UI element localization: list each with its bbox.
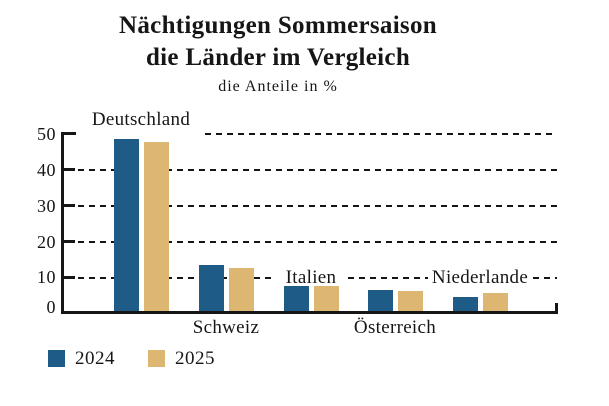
category-label-italien: Italien	[285, 267, 337, 288]
bar-italien-2025	[313, 286, 339, 311]
y-axis-tick-30	[61, 204, 75, 207]
gridline-10-seg1	[78, 277, 272, 279]
category-label-deutschland: Deutschland	[91, 109, 191, 130]
legend-item-2025: 2025	[148, 348, 238, 370]
bar-osterreich-2025	[397, 291, 423, 311]
gridline-20	[78, 241, 557, 243]
legend-item-2024: 2024	[48, 348, 138, 370]
y-tick-label-50: 50	[37, 124, 56, 144]
y-axis-tick-50	[61, 132, 76, 135]
y-tick-label-20: 20	[37, 232, 56, 252]
bar-deutschland-2025	[143, 142, 169, 311]
legend-swatch-2024	[48, 350, 65, 367]
chart-subtitle: die Anteile in %	[218, 78, 338, 95]
gridline-40	[78, 169, 557, 171]
chart-title-line1: Nächtigungen Sommersaison	[119, 12, 437, 39]
chart-title-line2: die Länder im Vergleich	[145, 44, 411, 71]
bar-schweiz-2025	[228, 268, 254, 311]
category-label-niederlande: Niederlande	[431, 267, 529, 288]
y-axis-tick-10	[61, 276, 75, 279]
gridline-50	[205, 133, 557, 135]
bar-niederlande-2024	[452, 296, 478, 311]
y-tick-label-30: 30	[37, 196, 56, 216]
legend-swatch-2025	[148, 350, 165, 367]
category-label-osterreich: Österreich	[353, 317, 437, 338]
bar-italien-2024	[283, 286, 309, 311]
gridline-10-seg3	[533, 277, 557, 279]
bar-schweiz-2024	[198, 264, 224, 311]
bar-niederlande-2025	[482, 293, 508, 311]
legend-label-2024: 2024	[75, 348, 115, 369]
bar-osterreich-2024	[367, 289, 393, 311]
y-tick-label-10: 10	[37, 267, 56, 287]
y-axis-tick-40	[61, 168, 75, 171]
y-tick-label-40: 40	[37, 160, 56, 180]
y-tick-label-0: 0	[46, 297, 56, 317]
category-label-schweiz: Schweiz	[192, 317, 260, 338]
gridline-10-seg2	[348, 277, 428, 279]
bar-deutschland-2024	[113, 138, 139, 311]
y-axis-tick-20	[61, 240, 75, 243]
legend-label-2025: 2025	[175, 348, 215, 369]
x-axis-line	[61, 311, 558, 314]
gridline-30	[78, 205, 557, 207]
x-axis-end-cap	[555, 303, 558, 314]
y-axis-line	[61, 132, 64, 314]
